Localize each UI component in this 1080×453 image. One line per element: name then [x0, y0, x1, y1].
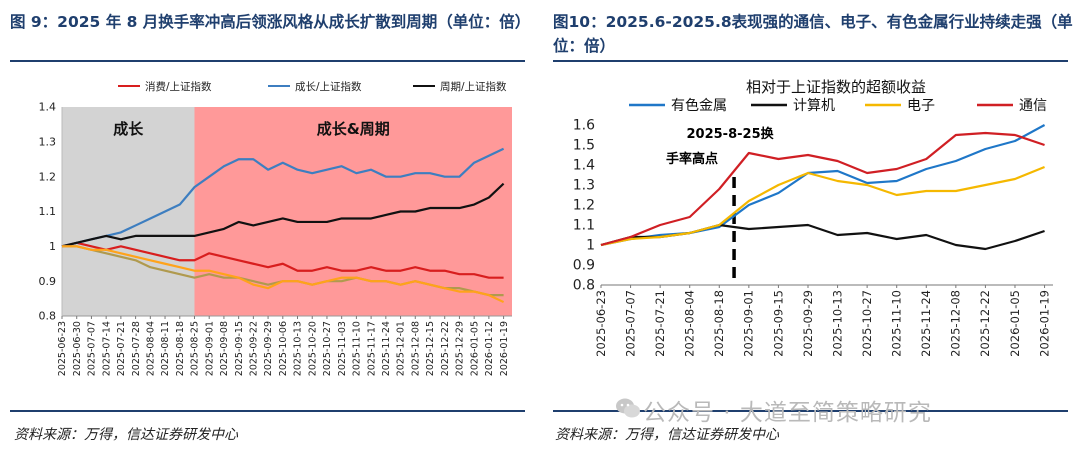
y-tick-label: 0.8 [573, 278, 595, 294]
left-source: 资料来源：万得，信达证券研发中心 [14, 427, 238, 443]
legend-label-0: 有色金属 [671, 97, 727, 114]
x-tick-label: 2025-06-23 [57, 321, 68, 376]
series-line-0 [61, 241, 504, 279]
x-tick-label: 2025-10-06 [278, 321, 289, 376]
x-tick-label: 2025-09-08 [219, 321, 230, 376]
y-tick-label: 1.2 [573, 198, 595, 214]
y-tick-label: 1.4 [573, 158, 595, 174]
y-tick-label: 1 [586, 238, 595, 254]
legend-label-2: 电子 [907, 98, 935, 114]
y-tick-label: 1.2 [39, 170, 57, 183]
x-tick-label: 2025-06-30 [72, 321, 83, 376]
chart-title: 相对于上证指数的超额收益 [746, 78, 926, 96]
series-line-1 [61, 147, 505, 248]
y-tick-label: 1.6 [573, 118, 595, 134]
series-line-3 [600, 131, 1045, 247]
left-figure-title: 图 9：2025 年 8 月换手率冲高后领涨风格从成长扩散到周期（单位：倍） [10, 13, 531, 31]
x-tick-label: 2025-08-04 [683, 290, 697, 357]
x-tick-label: 2025-12-29 [455, 321, 466, 376]
region-label-0: 成长 [113, 120, 144, 138]
y-tick-label: 1 [49, 240, 56, 253]
y-tick-label: 1.3 [573, 178, 595, 194]
x-tick-label: 2026-01-05 [1008, 290, 1022, 357]
x-tick-label: 2025-12-01 [396, 321, 407, 376]
x-tick-label: 2025-09-01 [204, 321, 215, 376]
x-tick-label: 2025-07-21 [116, 321, 127, 376]
watermark: 公众号 · 大道至简策略研究 [643, 400, 932, 426]
x-tick-label: 2025-11-24 [381, 321, 392, 376]
x-tick-label: 2025-10-20 [307, 321, 318, 376]
x-tick-label: 2025-09-01 [742, 290, 756, 357]
right-figure-title: 图10：2025.6-2025.8表现强的通信、电子、有色金属行业持续走强（单位… [553, 13, 1073, 55]
legend-label-0: 消费/上证指数 [145, 80, 212, 93]
x-tick-label: 2025-10-13 [830, 290, 844, 357]
x-tick-label: 2025-11-24 [919, 290, 933, 357]
x-tick-label: 2025-09-22 [249, 321, 260, 376]
left-chart: 成长 成长&周期 0.8 0.9 1 1.1 1.2 1.3 1.4 2025-06-23 2025… [39, 80, 513, 376]
y-tick-label: 0.8 [39, 310, 57, 323]
legend-label-2: 周期/上证指数 [440, 80, 507, 93]
x-tick-label: 2025-10-27 [860, 290, 874, 357]
x-tick-label: 2025-07-14 [101, 321, 112, 376]
x-tick-label: 2026-01-19 [1037, 290, 1051, 357]
series-line-2 [61, 182, 505, 248]
x-tick-label: 2025-11-10 [352, 321, 363, 376]
legend-label-1: 计算机 [793, 98, 835, 114]
region-label-1: 成长&周期 [317, 120, 390, 138]
series-line-2 [600, 165, 1045, 247]
y-tick-label: 1.4 [39, 101, 57, 114]
region-0 [62, 107, 195, 316]
y-tick-label: 0.9 [573, 258, 595, 274]
x-tick-label: 2025-10-13 [293, 321, 304, 376]
x-tick-label: 2025-09-15 [771, 290, 785, 357]
right-title-divider [553, 60, 1068, 62]
x-tick-label: 2026-01-12 [484, 321, 495, 376]
y-tick-label: 1.1 [573, 218, 595, 234]
legend-label-3: 通信 [1019, 98, 1047, 114]
x-tick-label: 2025-09-29 [263, 321, 274, 376]
annotation-label-1: 2025-8-25换 [687, 126, 775, 142]
x-tick-label: 2025-06-23 [594, 290, 608, 357]
region-1 [194, 107, 513, 316]
right-source-divider [553, 410, 1068, 412]
x-tick-label: 2025-09-15 [234, 321, 245, 376]
x-tick-label: 2025-08-25 [190, 321, 201, 376]
x-tick-label: 2025-12-08 [410, 321, 421, 376]
x-tick-label: 2025-11-17 [366, 321, 377, 376]
x-tick-label: 2026-01-05 [469, 321, 480, 376]
x-tick-label: 2025-07-28 [131, 321, 142, 376]
x-tick-label: 2026-01-19 [499, 321, 510, 376]
right-source: 资料来源：万得，信达证券研发中心 [555, 427, 779, 443]
x-tick-label: 2025-08-18 [712, 290, 726, 357]
x-tick-label: 2025-08-18 [175, 321, 186, 376]
x-tick-label: 2025-07-21 [653, 290, 667, 357]
x-tick-label: 2025-12-22 [440, 321, 451, 376]
y-tick-label: 0.9 [39, 275, 57, 288]
wechat-icon [616, 398, 640, 418]
series-line-4 [62, 245, 505, 304]
x-tick-label: 2025-12-08 [949, 290, 963, 357]
x-tick-label: 2025-11-03 [337, 321, 348, 376]
x-tick-label: 2025-09-29 [801, 290, 815, 357]
right-chart: 相对于上证指数的超额收益 0.8 0.9 1 1.1 1.2 1.3 1.4 1.5 1.6 202… [573, 78, 1053, 357]
y-tick-label: 1.5 [573, 138, 595, 154]
left-source-divider [10, 410, 525, 412]
x-tick-label: 2025-10-27 [322, 321, 333, 376]
left-title-divider [10, 60, 525, 62]
annotation-label-2: 手率高点 [666, 151, 718, 167]
x-tick-label: 2025-07-07 [87, 321, 98, 376]
series-line-0 [600, 124, 1046, 247]
x-tick-label: 2025-08-04 [145, 321, 156, 376]
y-tick-label: 1.3 [39, 136, 57, 149]
x-tick-label: 2025-07-07 [623, 290, 637, 357]
x-tick-label: 2025-12-22 [978, 290, 992, 357]
y-tick-label: 1.1 [39, 205, 57, 218]
x-tick-label: 2025-11-10 [890, 290, 904, 357]
legend-label-1: 成长/上证指数 [295, 80, 362, 93]
x-tick-label: 2025-12-15 [425, 321, 436, 376]
x-tick-label: 2025-08-11 [160, 321, 171, 376]
